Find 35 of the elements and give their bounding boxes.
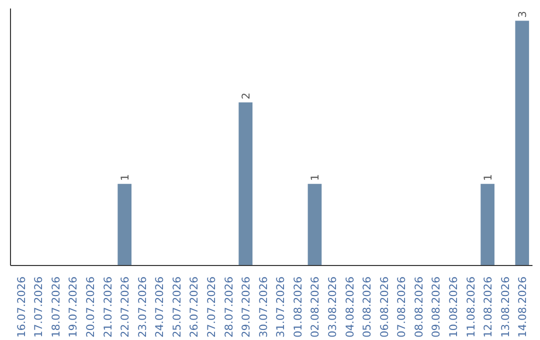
x-tick-label: 14.08.2026 — [516, 276, 530, 338]
x-tick-label: 22.07.2026 — [118, 276, 132, 338]
x-tick-label: 27.07.2026 — [205, 276, 218, 338]
x-tick-label: 21.07.2026 — [101, 276, 114, 338]
x-tick-label: 01.08.2026 — [291, 276, 304, 338]
x-tick-label: 26.07.2026 — [188, 276, 201, 338]
x-tick-label: 08.08.2026 — [412, 276, 426, 338]
x-tick-label: 10.08.2026 — [446, 276, 460, 338]
data-label: 1 — [308, 174, 322, 181]
x-tick-label: 29.07.2026 — [240, 276, 253, 338]
x-tick-label: 16.07.2026 — [14, 276, 28, 338]
x-tick-label: 05.08.2026 — [360, 276, 374, 338]
x-tick-label: 19.07.2026 — [66, 276, 80, 338]
x-tick-label: 07.08.2026 — [395, 276, 408, 338]
data-label: 2 — [240, 92, 253, 100]
x-tick-label: 04.08.2026 — [343, 276, 356, 338]
data-label: 1 — [482, 174, 495, 181]
x-tick-label: 28.07.2026 — [222, 276, 236, 338]
x-tick-label: 06.08.2026 — [378, 276, 391, 338]
x-tick-label: 09.08.2026 — [430, 276, 443, 338]
x-tick-label: 31.07.2026 — [274, 276, 288, 338]
x-tick-label: 11.08.2026 — [464, 276, 478, 338]
data-label: 1 — [118, 174, 132, 181]
x-tick-label: 23.07.2026 — [136, 276, 149, 338]
x-tick-label: 25.07.2026 — [170, 276, 184, 338]
x-tick-label: 02.08.2026 — [308, 276, 322, 338]
x-tick-label: 18.07.2026 — [49, 276, 62, 338]
x-tick-label: 20.07.2026 — [84, 276, 98, 338]
x-tick-label: 24.07.2026 — [153, 276, 166, 338]
x-tick-label: 13.08.2026 — [498, 276, 512, 338]
x-tick-label: 03.08.2026 — [326, 276, 339, 338]
x-tick-label: 17.07.2026 — [32, 276, 46, 338]
x-tick-label: 30.07.2026 — [256, 276, 270, 338]
data-label: 3 — [516, 10, 530, 18]
x-tick-label: 12.08.2026 — [482, 276, 495, 338]
